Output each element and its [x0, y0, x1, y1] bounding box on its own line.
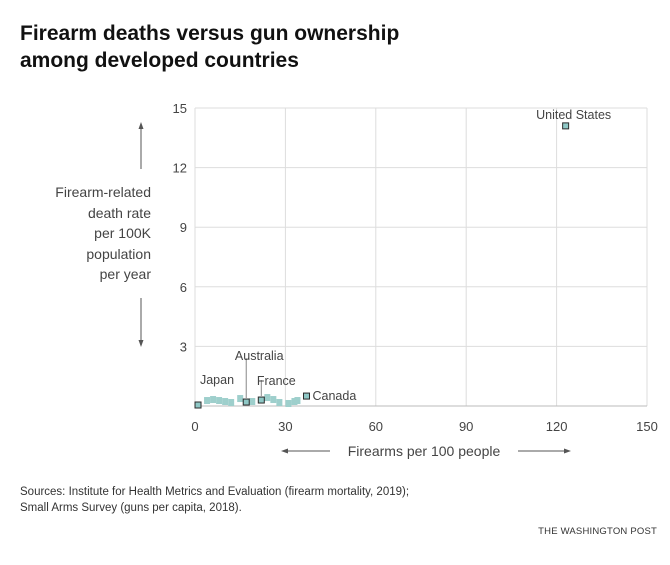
title-line-1: Firearm deaths versus gun ownership	[20, 22, 400, 45]
data-point	[276, 399, 283, 407]
y-tick-label: 6	[180, 280, 187, 295]
sources-note: Sources: Institute for Health Metrics an…	[20, 484, 409, 516]
data-point	[270, 396, 277, 404]
data-point	[216, 397, 223, 405]
point-label: Canada	[312, 389, 356, 403]
y-axis-label-line: per year	[99, 266, 151, 282]
x-arrow-left-icon	[281, 448, 288, 454]
data-point	[285, 400, 292, 408]
y-tick-label: 9	[180, 220, 187, 235]
y-arrow-up-icon	[138, 122, 144, 129]
title-line-2: among developed countries	[20, 49, 299, 72]
y-tick-label: 3	[180, 339, 187, 354]
data-point	[228, 399, 235, 407]
x-tick-label: 120	[546, 419, 568, 434]
data-point	[204, 397, 211, 405]
data-point-labeled	[242, 398, 250, 406]
point-label: United States	[536, 108, 611, 122]
data-point-labeled	[562, 122, 570, 130]
data-point	[210, 396, 217, 404]
axis-arrows	[138, 122, 571, 454]
point-label: Australia	[235, 349, 284, 363]
data-points	[194, 122, 570, 409]
tick-labels: 0 30 60 90 120 150 3 6 9 12 15	[173, 101, 658, 434]
y-axis-label-line: Firearm-related	[55, 184, 151, 200]
x-arrow-right-icon	[564, 448, 571, 454]
data-point	[294, 397, 301, 405]
data-point	[264, 394, 271, 402]
x-tick-label: 150	[636, 419, 658, 434]
x-tick-label: 0	[191, 419, 198, 434]
publisher-credit: THE WASHINGTON POST	[538, 526, 657, 537]
x-tick-label: 30	[278, 419, 292, 434]
data-point	[237, 395, 244, 403]
y-tick-label: 15	[173, 101, 187, 116]
x-axis-label: Firearms per 100 people	[348, 443, 501, 459]
y-arrow-down-icon	[138, 340, 144, 347]
point-label: Japan	[200, 373, 234, 387]
data-point-labeled	[257, 396, 265, 404]
leader-lines	[245, 358, 262, 399]
data-point	[291, 398, 298, 406]
data-point	[249, 398, 256, 406]
chart-title: Firearm deaths versus gun ownership amon…	[20, 20, 640, 74]
sources-line-1: Sources: Institute for Health Metrics an…	[20, 486, 410, 498]
scatter-plot: Firearms per 100 people 0 30 60 90 120 150 3 6 9…	[138, 101, 658, 459]
y-axis-label-line: per 100K	[94, 225, 151, 241]
y-tick-label: 12	[173, 161, 187, 176]
point-label: France	[257, 374, 296, 388]
data-point-labeled	[302, 392, 310, 400]
data-point	[222, 398, 229, 406]
grid	[194, 107, 648, 407]
x-tick-label: 90	[459, 419, 473, 434]
data-point-labeled	[194, 401, 202, 409]
y-axis-label: Firearm-related death rate per 100K popu…	[20, 182, 151, 285]
y-axis-label-line: death rate	[87, 204, 151, 221]
sources-line-2: Small Arms Survey (guns per capita, 2018…	[20, 502, 242, 514]
y-axis-label-line: population	[86, 245, 151, 262]
x-tick-label: 60	[369, 419, 383, 434]
